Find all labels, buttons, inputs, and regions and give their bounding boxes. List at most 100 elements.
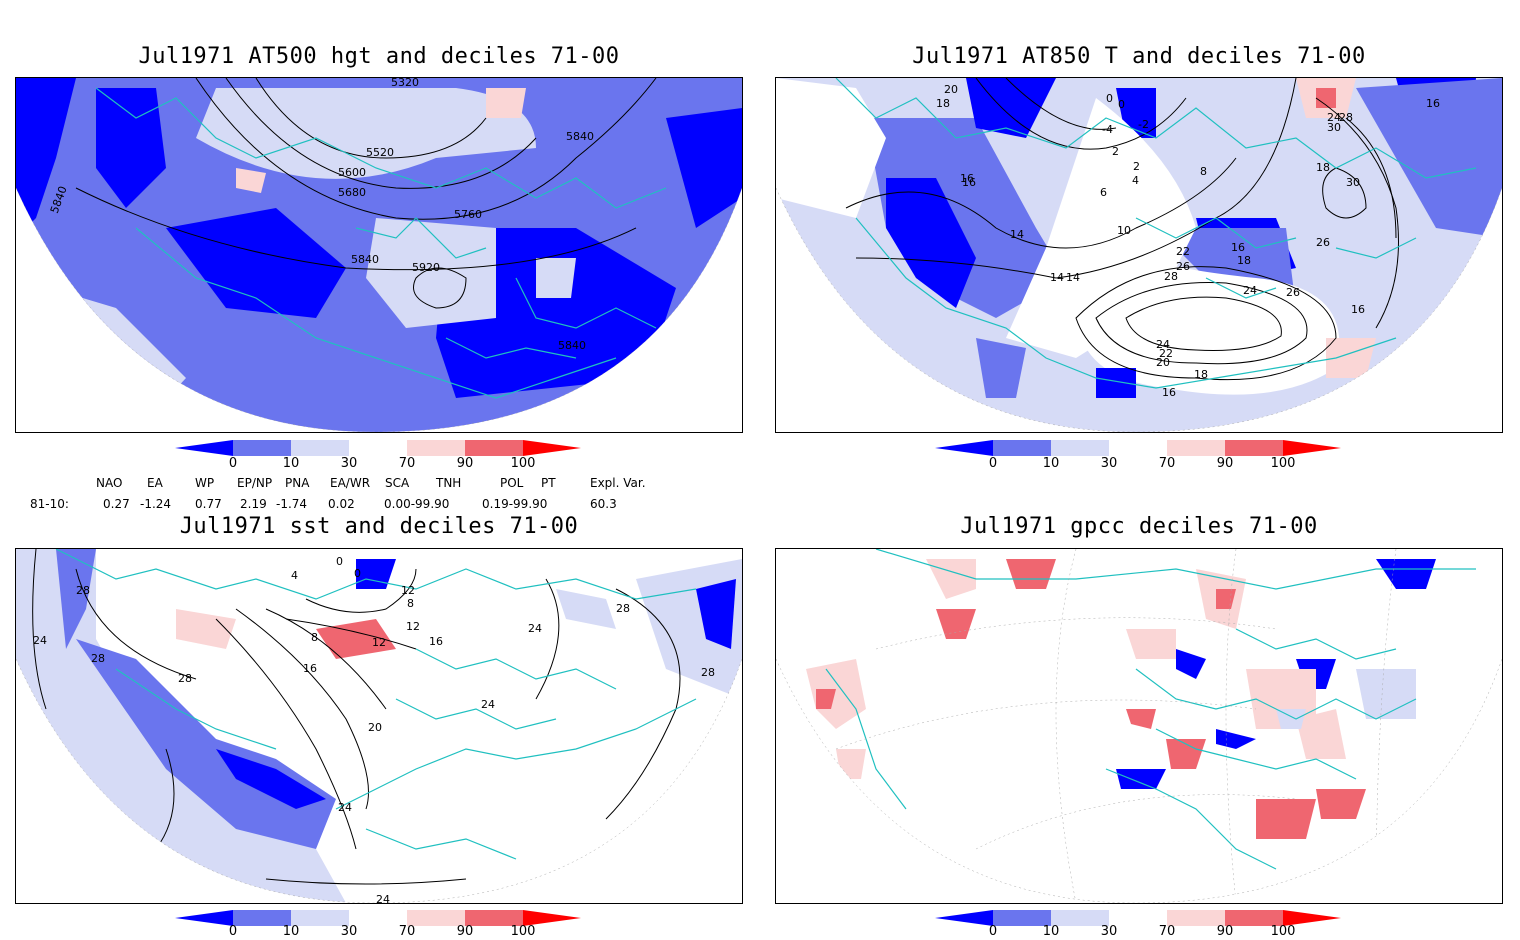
- index-value: 0.00-99.90: [384, 497, 450, 511]
- colorbar-segment: [349, 440, 407, 456]
- panel4-map: [775, 548, 1503, 904]
- contour-label: 22: [1159, 347, 1173, 360]
- colorbar-label: 30: [1100, 924, 1118, 939]
- contour-label: 5920: [412, 261, 440, 274]
- contour-label: 26: [1176, 260, 1190, 273]
- contour-label: 14: [1066, 271, 1080, 284]
- index-value: 0.02: [328, 497, 355, 511]
- colorbar-label: 0: [228, 924, 238, 939]
- contour-label: 30: [1346, 176, 1360, 189]
- contour-label: 12: [406, 620, 420, 633]
- contour-label: 0: [1118, 98, 1125, 111]
- colorbar-segment: [523, 910, 581, 926]
- contour-label: 5600: [338, 166, 366, 179]
- colorbar-segment: [993, 910, 1051, 926]
- index-header: PT: [541, 476, 556, 490]
- contour-label: 16: [1426, 97, 1440, 110]
- index-row-label: 81-10:: [30, 497, 69, 511]
- contour-label: 20: [1156, 356, 1170, 369]
- contour-label: 5520: [366, 146, 394, 159]
- contour-label: 0: [354, 567, 361, 580]
- contour-label: 2: [1112, 145, 1119, 158]
- colorbar-segment: [1109, 440, 1167, 456]
- contour-label: 4: [1132, 174, 1139, 187]
- colorbar-bottom-left: 0 10 30 70 90 100: [175, 910, 595, 940]
- colorbar-segment: [1225, 910, 1283, 926]
- colorbar-top-left: 0 10 30 70 90 100: [175, 440, 595, 480]
- colorbar-segment: [407, 910, 465, 926]
- colorbar-label: 70: [398, 924, 416, 939]
- contour-label: 10: [1117, 224, 1131, 237]
- contour-label: 24: [481, 698, 495, 711]
- contour-label: 16: [429, 635, 443, 648]
- contour-label: 24: [338, 801, 352, 814]
- contour-label: 28: [701, 666, 715, 679]
- colorbar-segment: [1283, 910, 1341, 926]
- contour-label: 26: [1286, 286, 1300, 299]
- colorbar-segment: [291, 440, 349, 456]
- contour-label: 20: [368, 721, 382, 734]
- colorbar-segment: [1225, 440, 1283, 456]
- colorbar-segment: [935, 910, 993, 926]
- colorbar-segment: [1283, 440, 1341, 456]
- contour-label: 16: [1162, 386, 1176, 399]
- colorbar-label: 100: [1270, 456, 1296, 471]
- index-header: TNH: [436, 476, 462, 490]
- contour-label: -4: [1102, 123, 1113, 136]
- colorbar-swatches: [935, 910, 1341, 926]
- colorbar-segment: [175, 440, 233, 456]
- colorbar-label: 30: [340, 924, 358, 939]
- colorbar-label: 70: [398, 456, 416, 471]
- contour-label: 28: [76, 584, 90, 597]
- contour-label: 0: [1106, 92, 1113, 105]
- contour-label: 4: [291, 569, 298, 582]
- panel2-title: Jul1971 AT850 T and deciles 71-00: [912, 44, 1366, 69]
- colorbar-segment: [233, 910, 291, 926]
- contour-label: 28: [1164, 270, 1178, 283]
- colorbar-segment: [1167, 910, 1225, 926]
- colorbar-swatches: [175, 910, 581, 926]
- colorbar-segment: [993, 440, 1051, 456]
- index-header: POL: [500, 476, 524, 490]
- colorbar-label: 30: [1100, 456, 1118, 471]
- index-header: EA/WR: [330, 476, 371, 490]
- colorbar-label: 10: [282, 456, 300, 471]
- colorbar-segment: [233, 440, 291, 456]
- colorbar-segment: [407, 440, 465, 456]
- contour-label: 24: [376, 893, 390, 903]
- contour-label: 22: [1176, 245, 1190, 258]
- contour-label: 5840: [566, 130, 594, 143]
- contour-label: 12: [372, 636, 386, 649]
- panel3-map: 24 28 28 28 12 8 4 0 0 12 8 12 16 16 20 …: [15, 548, 743, 904]
- contour-label: 28: [1339, 111, 1353, 124]
- contour-label: 5320: [391, 78, 419, 89]
- contour-label: 18: [936, 97, 950, 110]
- colorbar-label: 10: [1042, 924, 1060, 939]
- index-header: Expl. Var.: [590, 476, 646, 490]
- colorbar-swatches: [175, 440, 581, 456]
- contour-label: 8: [1200, 165, 1207, 178]
- contour-label: 28: [178, 672, 192, 685]
- index-value: 2.19: [240, 497, 267, 511]
- colorbar-segment: [523, 440, 581, 456]
- index-value: -1.24: [140, 497, 172, 511]
- colorbar-label: 10: [282, 924, 300, 939]
- contour-label: 30: [1327, 121, 1341, 134]
- indices-header: NAO EA WP EP/NP PNA EA/WR SCA TNH POL PT…: [0, 476, 760, 492]
- contour-label: 5680: [338, 186, 366, 199]
- colorbar-label: 100: [510, 456, 536, 471]
- contour-label: 8: [311, 631, 318, 644]
- contour-label: 24: [1156, 338, 1170, 351]
- colorbar-segment: [465, 440, 523, 456]
- colorbar-segment: [349, 910, 407, 926]
- colorbar-label: 70: [1158, 456, 1176, 471]
- colorbar-bottom-right: 0 10 30 70 90 100: [935, 910, 1355, 940]
- contour-label: 26: [1316, 236, 1330, 249]
- index-header: EA: [147, 476, 163, 490]
- contour-label: 5840: [558, 339, 586, 352]
- colorbar-label: 90: [456, 456, 474, 471]
- index-value: 0.19-99.90: [482, 497, 548, 511]
- colorbar-segment: [1051, 440, 1109, 456]
- colorbar-segment: [1051, 910, 1109, 926]
- contour-label: 28: [91, 652, 105, 665]
